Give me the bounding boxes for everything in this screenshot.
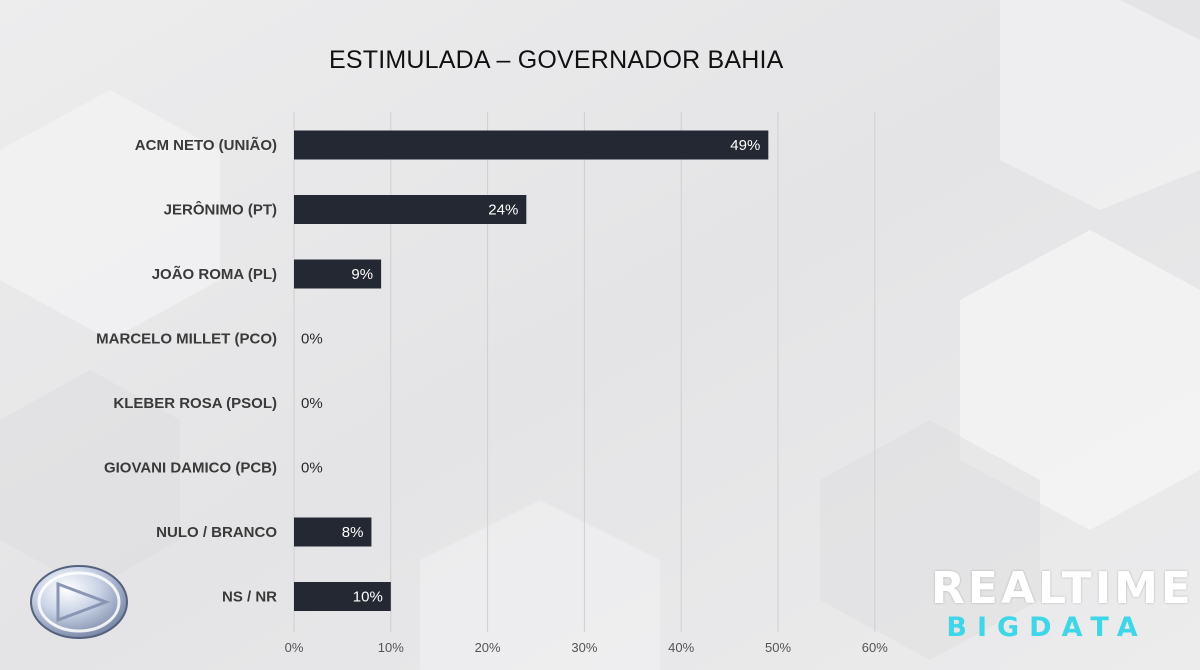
value-label: 0% <box>301 395 323 412</box>
x-tick-label: 0% <box>285 640 304 655</box>
bar <box>294 130 769 160</box>
category-label: ACM NETO (UNIÃO) <box>135 136 277 154</box>
realtime-bigdata-logo: REALTIME BIGDATA <box>931 563 1194 644</box>
value-labels: 49% 24% 9% 0% 0% 0% 8% 10% <box>301 137 760 606</box>
x-tick-label: 20% <box>475 640 501 655</box>
value-label: 0% <box>301 460 323 477</box>
bars <box>294 130 769 611</box>
bar <box>294 582 391 611</box>
bar <box>294 195 527 224</box>
x-tick-label: 50% <box>765 640 791 655</box>
category-label: MARCELO MILLET (PCO) <box>96 331 277 348</box>
x-tick-label: 60% <box>862 640 888 655</box>
gridlines <box>293 112 876 632</box>
value-label: 49% <box>730 137 760 154</box>
value-label: 10% <box>353 589 383 606</box>
category-labels: ACM NETO (UNIÃO) JERÔNIMO (PT) JOÃO ROMA (… <box>96 136 277 606</box>
category-label: JERÔNIMO (PT) <box>164 201 277 219</box>
value-label: 0% <box>301 331 323 348</box>
x-tick-label: 30% <box>571 640 597 655</box>
category-label: NS / NR <box>222 589 277 606</box>
value-label: 24% <box>488 202 518 219</box>
x-axis-ticks: 0% 10% 20% 30% 40% 50% 60% <box>285 640 889 655</box>
bar <box>294 259 382 289</box>
category-label: GIOVANI DAMICO (PCB) <box>104 460 277 477</box>
x-tick-label: 40% <box>668 640 694 655</box>
brand-line-realtime: REALTIME <box>931 563 1194 614</box>
record-logo-icon <box>30 565 128 639</box>
category-label: KLEBER ROSA (PSOL) <box>113 395 277 412</box>
category-label: NULO / BRANCO <box>156 524 277 541</box>
value-label: 9% <box>351 266 373 283</box>
bar <box>294 517 372 547</box>
category-label: JOÃO ROMA (PL) <box>152 265 277 283</box>
x-tick-label: 10% <box>378 640 404 655</box>
value-label: 8% <box>342 524 364 541</box>
brand-line-bigdata: BIGDATA <box>946 612 1148 643</box>
chart-title: ESTIMULADA – GOVERNADOR BAHIA <box>329 46 784 74</box>
